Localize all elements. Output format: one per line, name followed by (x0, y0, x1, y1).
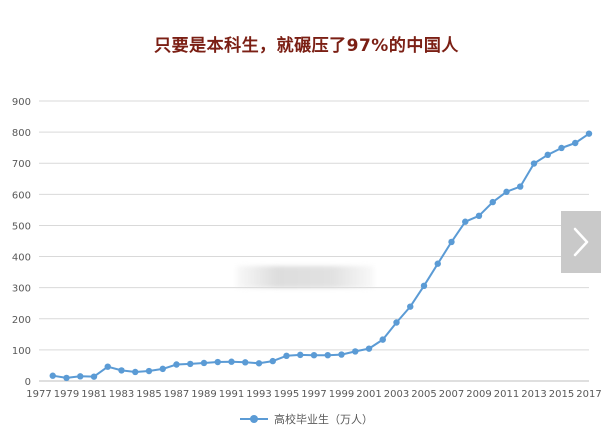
data-point (420, 282, 428, 289)
data-point (255, 360, 263, 367)
x-tick-label: 2013 (521, 389, 546, 400)
y-tick-label: 600 (12, 190, 31, 201)
x-tick-label: 2005 (411, 389, 436, 400)
data-point (283, 352, 290, 359)
data-point (187, 360, 194, 368)
data-point (530, 160, 538, 167)
data-point (338, 351, 345, 358)
data-point (407, 303, 414, 310)
grid-lines (39, 100, 589, 351)
data-point (489, 198, 496, 206)
x-tick-label: 1981 (81, 389, 106, 400)
x-tick-label: 1999 (329, 389, 354, 400)
next-button[interactable] (561, 211, 601, 273)
data-point (475, 212, 483, 219)
y-tick-label: 400 (12, 253, 31, 264)
data-point (269, 357, 276, 365)
data-point (63, 374, 70, 382)
data-point (297, 351, 304, 359)
series-line (52, 132, 590, 379)
data-point (434, 260, 441, 267)
data-point (104, 363, 111, 370)
data-point (393, 319, 400, 326)
y-tick-label: 0 (25, 377, 31, 388)
series-layer (49, 130, 593, 382)
data-point (214, 358, 221, 366)
data-point (132, 368, 139, 376)
y-tick-label: 700 (12, 159, 31, 170)
data-point (379, 336, 386, 343)
x-tick-label: 1987 (164, 389, 189, 400)
data-point (585, 130, 593, 137)
data-point (517, 183, 524, 190)
y-tick-label: 100 (12, 346, 31, 357)
data-point (173, 361, 180, 368)
x-tick-label: 2015 (549, 389, 574, 400)
y-tick-label: 300 (12, 284, 31, 295)
data-point (200, 359, 208, 367)
x-tick-label: 2017 (576, 389, 601, 400)
legend-label: 高校毕业生（万人） (274, 413, 373, 426)
x-tick-label: 1995 (274, 389, 299, 400)
headline: 只要是本科生，就碾压了97%的中国人 (154, 36, 459, 56)
x-tick-label: 1977 (26, 389, 51, 400)
x-tick-labels: 1977 1979 1981 1983 1985 1987 1989 1991 1993 1995… (26, 389, 601, 400)
y-tick-labels: 0 100 200 300 400 500 600 700 800 900 (12, 97, 31, 388)
legend-marker (240, 414, 268, 424)
data-point (544, 151, 551, 159)
blurred-watermark (236, 266, 374, 288)
data-point (352, 348, 359, 355)
x-tick-label: 1997 (301, 389, 326, 400)
x-tick-label: 1991 (219, 389, 244, 400)
x-tick-label: 1993 (246, 389, 271, 400)
chevron-right-icon (573, 227, 589, 257)
data-point (77, 373, 84, 380)
data-point (324, 351, 331, 359)
data-point (159, 365, 166, 373)
x-tick-label: 1985 (136, 389, 161, 400)
chart-legend: 高校毕业生（万人） (0, 411, 613, 427)
data-point (558, 144, 565, 152)
x-tick-label: 1989 (191, 389, 216, 400)
x-tick-label: 1983 (109, 389, 134, 400)
data-point (572, 139, 579, 147)
data-point (310, 351, 318, 359)
data-point (90, 373, 98, 380)
data-point (242, 359, 249, 366)
x-tick-label: 1979 (54, 389, 79, 400)
x-tick-label: 2003 (384, 389, 409, 400)
data-point (462, 218, 469, 225)
y-tick-label: 500 (12, 221, 31, 232)
data-point (365, 345, 373, 352)
data-point (49, 372, 56, 379)
x-tick-label: 2009 (466, 389, 491, 400)
y-tick-label: 900 (12, 97, 31, 108)
data-point (145, 367, 153, 375)
y-tick-label: 200 (12, 315, 31, 326)
data-point (448, 238, 455, 246)
data-point (228, 358, 235, 365)
x-tick-label: 2011 (494, 389, 519, 400)
data-point (118, 367, 125, 374)
x-tick-label: 2001 (356, 389, 381, 400)
y-tick-label: 800 (12, 128, 31, 139)
x-tick-label: 2007 (439, 389, 464, 400)
data-point (503, 188, 510, 196)
